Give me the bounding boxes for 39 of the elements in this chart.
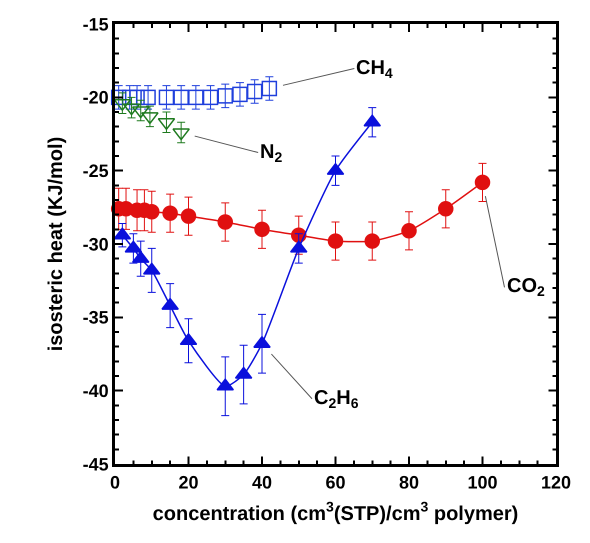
y-tick-label: -25: [82, 160, 109, 181]
x-tick-label: 40: [252, 472, 272, 492]
point: [218, 88, 233, 104]
x-tick-label: 80: [398, 472, 420, 492]
y-tick-label: -45: [82, 454, 109, 474]
point: [328, 233, 344, 249]
point: [474, 174, 490, 190]
y-tick-label: -35: [82, 308, 109, 328]
point: [110, 90, 126, 106]
x-tick-label: 20: [178, 472, 199, 492]
y-tick-label: -30: [82, 234, 109, 254]
x-tick-label: 120: [540, 472, 572, 492]
y-tick-label: -40: [82, 380, 109, 401]
x-tick-label: 100: [467, 472, 498, 492]
x-axis-title: concentration (cm$^{3}$(STP)/cm$^{3}$ polymer): [152, 498, 518, 525]
x-tick-label: 0: [110, 472, 120, 492]
point: [232, 86, 248, 102]
text: C$_{2}$H$_{6}$: [314, 387, 359, 412]
y-tick-label: -15: [82, 14, 109, 34]
point: [140, 90, 156, 106]
point: [438, 201, 454, 217]
x-tick-label: 60: [325, 472, 346, 492]
point: [262, 80, 278, 96]
point: [158, 90, 174, 106]
text: CH$_{4}$: [356, 57, 393, 82]
point: [364, 233, 380, 249]
point: [218, 214, 233, 230]
text: CO$_{2}$: [507, 275, 545, 300]
text: N$_{2}$: [260, 141, 282, 166]
point: [173, 90, 189, 106]
y-axis-title: isosteric heat (KJ/mol): [45, 136, 68, 352]
point: [162, 205, 178, 221]
point: [246, 84, 262, 100]
y-tick-label: -20: [82, 88, 109, 108]
point: [254, 222, 270, 238]
point: [401, 223, 417, 239]
point: [202, 90, 218, 106]
point: [180, 208, 196, 224]
point: [188, 90, 204, 106]
